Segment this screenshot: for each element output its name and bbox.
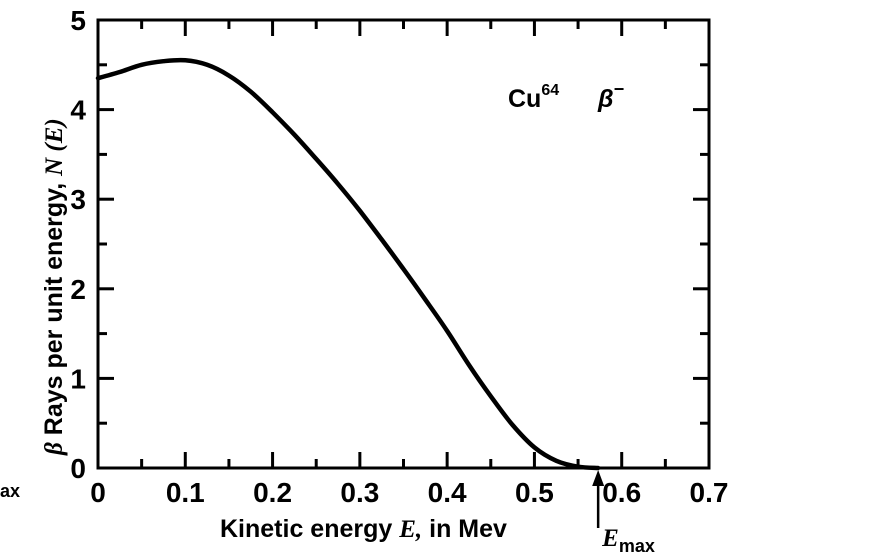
y-tick-label: 2 <box>70 274 86 305</box>
emax-subscript: max <box>619 536 655 553</box>
isotope-label: Cu64 <box>508 82 559 113</box>
x-tick-label: 0.3 <box>340 477 379 508</box>
x-axis-title-text: Kinetic energy <box>220 515 392 543</box>
y-axis-title-symbol: β <box>41 442 68 456</box>
x-tick-label: 0.7 <box>690 477 729 508</box>
y-tick-label: 5 <box>70 5 86 36</box>
x-tick-label: 0.6 <box>602 477 641 508</box>
y-tick-label: 0 <box>70 453 86 484</box>
x-tick-label: 0.1 <box>166 477 205 508</box>
y-tick-label: 3 <box>70 184 86 215</box>
emax-marker: Emax <box>592 470 655 553</box>
decay-sign: − <box>614 79 625 99</box>
x-axis-title: Kinetic energy E, in Mev <box>220 515 507 543</box>
y-tick-labels: 0 1 2 3 4 5 <box>70 5 86 484</box>
emax-label: Emax <box>601 525 655 553</box>
x-tick-label: 0.5 <box>515 477 554 508</box>
y-tick-label: 4 <box>70 95 86 126</box>
emax-arrow-head <box>592 470 605 486</box>
x-axis-title-var: E, <box>398 516 422 543</box>
x-tick-label: 0.4 <box>428 477 467 508</box>
spectrum-curve <box>95 57 601 471</box>
y-axis-title-func: N (E) <box>41 118 68 177</box>
x-tick-label: 0.2 <box>253 477 292 508</box>
decay-symbol: β <box>597 85 614 113</box>
y-axis-title-text: Rays per unit energy, <box>40 183 68 435</box>
y-axis-ticks <box>98 18 709 470</box>
isotope-mass: 64 <box>541 82 559 99</box>
x-axis-ticks <box>96 20 711 468</box>
x-axis-title-unit: in Mev <box>429 515 507 543</box>
x-tick-label: 0 <box>90 477 106 508</box>
y-tick-label: 1 <box>70 363 86 394</box>
emax-symbol: E <box>601 525 619 552</box>
x-tick-labels: 0 0.1 0.2 0.3 0.4 0.5 0.6 0.7 <box>90 477 728 508</box>
y-axis-title: β Rays per unit energy, N (E) <box>40 118 68 456</box>
left-edge-fragment: ax <box>0 481 20 501</box>
isotope-symbol: Cu <box>508 85 541 113</box>
decay-label: β− <box>597 79 625 113</box>
